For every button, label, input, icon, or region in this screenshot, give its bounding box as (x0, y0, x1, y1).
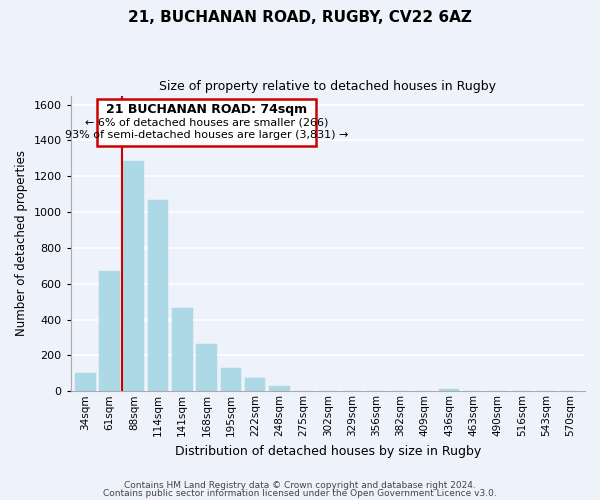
Text: 93% of semi-detached houses are larger (3,831) →: 93% of semi-detached houses are larger (… (65, 130, 348, 140)
Bar (439, 388, 460, 392)
Bar (269, 386, 290, 392)
Bar (196, 344, 217, 392)
Bar (99, 271, 120, 392)
Text: Contains HM Land Registry data © Crown copyright and database right 2024.: Contains HM Land Registry data © Crown c… (124, 481, 476, 490)
Bar (75, 374, 95, 392)
Bar (124, 161, 144, 392)
Text: Contains public sector information licensed under the Open Government Licence v3: Contains public sector information licen… (103, 488, 497, 498)
FancyBboxPatch shape (97, 99, 316, 146)
Title: Size of property relative to detached houses in Rugby: Size of property relative to detached ho… (160, 80, 496, 93)
Bar (245, 378, 265, 392)
Bar (172, 308, 193, 392)
X-axis label: Distribution of detached houses by size in Rugby: Distribution of detached houses by size … (175, 444, 481, 458)
Text: ← 6% of detached houses are smaller (266): ← 6% of detached houses are smaller (266… (85, 118, 328, 128)
Bar (148, 200, 169, 392)
Text: 21, BUCHANAN ROAD, RUGBY, CV22 6AZ: 21, BUCHANAN ROAD, RUGBY, CV22 6AZ (128, 10, 472, 25)
Text: 21 BUCHANAN ROAD: 74sqm: 21 BUCHANAN ROAD: 74sqm (106, 103, 307, 116)
Y-axis label: Number of detached properties: Number of detached properties (15, 150, 28, 336)
Bar (221, 368, 241, 392)
